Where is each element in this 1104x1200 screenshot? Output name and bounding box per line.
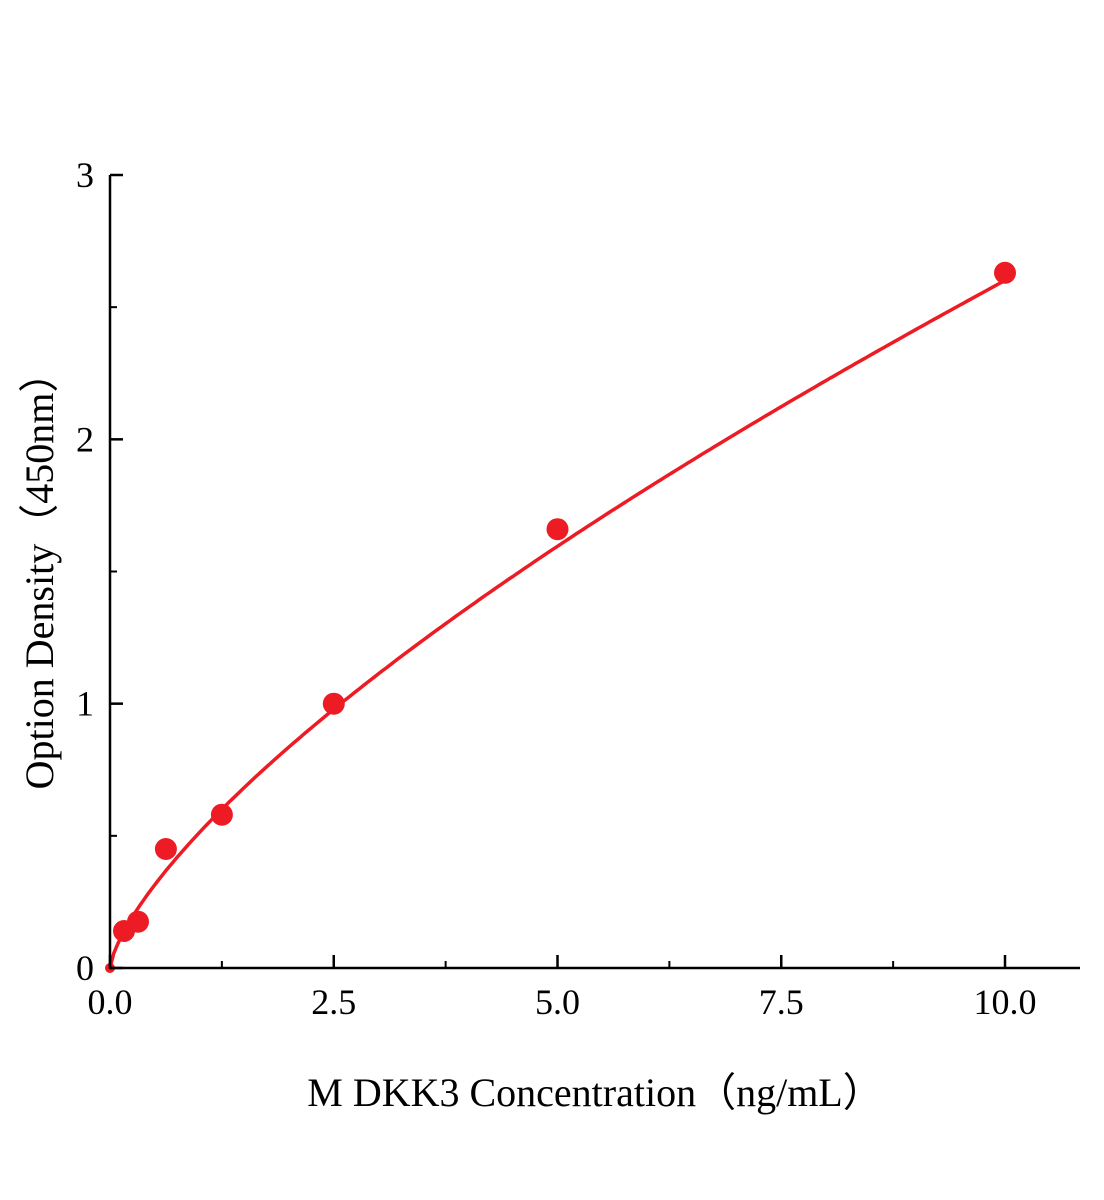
data-point	[127, 910, 149, 933]
fit-curve	[108, 278, 1006, 969]
x-tick-label: 7.5	[759, 982, 804, 1022]
y-tick-label: 3	[76, 155, 94, 195]
axes	[108, 175, 1080, 970]
data-point	[210, 803, 233, 826]
data-point	[154, 838, 177, 860]
x-tick-label: 10.0	[974, 982, 1037, 1022]
x-tick-label: 0.0	[88, 982, 133, 1022]
x-axis-label: M DKK3 Concentration（ng/mL）	[307, 1070, 883, 1115]
y-tick-label: 0	[76, 948, 94, 988]
y-tick-label: 1	[76, 684, 94, 724]
data-point	[546, 518, 569, 541]
data-point	[322, 692, 345, 715]
y-tick-label: 2	[76, 419, 94, 459]
y-axis-label: Option Density（450nm）	[17, 352, 62, 790]
x-tick-label: 2.5	[311, 982, 356, 1022]
x-tick-label: 5.0	[535, 982, 580, 1022]
data-point	[994, 261, 1016, 284]
